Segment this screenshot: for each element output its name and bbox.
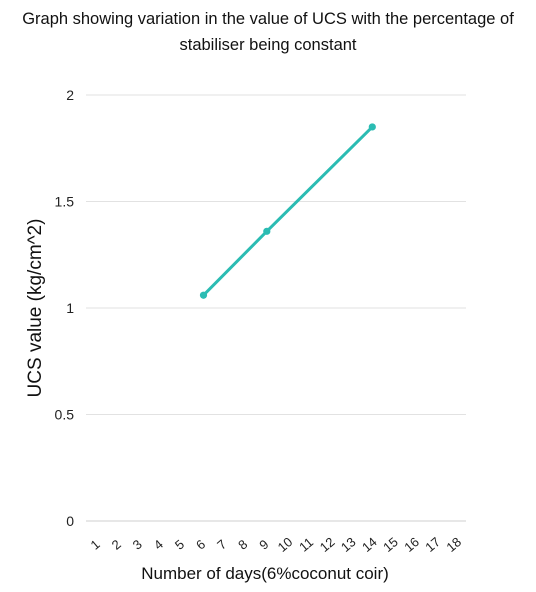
x-tick-label: 1 — [88, 536, 103, 552]
data-point — [368, 123, 376, 131]
chart-title-line-1: Graph showing variation in the value of … — [22, 10, 514, 28]
x-tick-label: 9 — [256, 536, 271, 552]
chart-title-line-2: stabiliser being constant — [179, 36, 357, 54]
x-tick-label: 13 — [338, 534, 359, 555]
x-tick-label: 10 — [275, 534, 296, 555]
x-tick-label: 11 — [296, 534, 316, 554]
x-tick-label: 3 — [130, 536, 145, 552]
x-tick-label: 4 — [151, 536, 166, 552]
chart-title: Graph showing variation in the value of … — [0, 6, 536, 58]
x-tick-label: 5 — [172, 536, 187, 552]
x-tick-label: 6 — [193, 536, 208, 552]
x-tick-label: 15 — [380, 534, 401, 555]
y-tick-label: 1.5 — [55, 194, 75, 210]
x-tick-labels: 1 2 3 4 5 6 7 8 9 10 11 12 13 14 15 16 17 18 — [88, 534, 465, 555]
x-tick-label: 18 — [443, 534, 464, 555]
x-tick-label: 17 — [422, 534, 443, 555]
y-tick-label: 0 — [66, 513, 74, 529]
x-tick-label: 12 — [317, 534, 338, 555]
data-point — [199, 291, 208, 299]
x-tick-label: 14 — [359, 534, 380, 555]
y-axis-label: UCS value (kg/cm^2) — [25, 218, 46, 398]
y-tick-label: 2 — [66, 87, 74, 103]
x-axis-label: Number of days(6%coconut coir) — [141, 564, 389, 583]
data-point — [263, 227, 271, 235]
y-tick-label: 0.5 — [55, 407, 75, 423]
y-tick-labels: 0 0.5 1 1.5 2 — [55, 87, 75, 529]
x-tick-label: 7 — [214, 536, 229, 552]
gridlines — [86, 94, 466, 522]
x-tick-label: 2 — [109, 536, 124, 552]
x-tick-label: 16 — [401, 534, 422, 555]
x-tick-label: 8 — [235, 536, 250, 552]
y-tick-label: 1 — [66, 300, 74, 316]
series-line — [202, 125, 374, 297]
series-group — [199, 123, 376, 299]
